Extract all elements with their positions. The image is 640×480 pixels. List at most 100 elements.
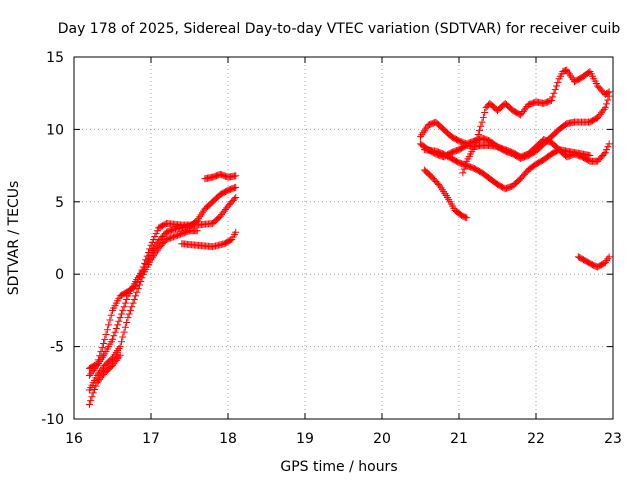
- data-point: [547, 96, 555, 104]
- x-tick-label: 18: [219, 431, 237, 447]
- x-tick-label: 17: [142, 431, 160, 447]
- series-track4: [85, 351, 124, 409]
- data-point: [553, 82, 561, 90]
- data-point: [134, 285, 142, 293]
- data-point: [601, 149, 609, 157]
- y-tick-label: 5: [55, 195, 64, 211]
- data-point: [138, 274, 146, 282]
- data-point: [551, 86, 559, 94]
- data-point: [121, 299, 129, 307]
- data-point: [129, 299, 137, 307]
- data-point: [133, 288, 141, 296]
- data-point: [600, 105, 608, 113]
- data-point: [478, 118, 486, 126]
- data-point: [550, 89, 558, 97]
- data-point: [549, 93, 557, 101]
- data-point: [230, 195, 238, 203]
- series-track12: [574, 253, 613, 271]
- data-point: [115, 353, 123, 361]
- data-point: [459, 169, 467, 177]
- data-point: [463, 214, 471, 222]
- data-point: [600, 150, 608, 158]
- y-tick-labels: -10 -5 0 5 10 15: [41, 50, 64, 428]
- axis-ticks: [73, 56, 614, 420]
- data-point: [117, 338, 125, 346]
- data-point: [603, 146, 611, 154]
- data-point: [92, 363, 100, 371]
- data-point: [123, 296, 131, 304]
- data-point: [100, 339, 108, 347]
- data-point: [132, 292, 140, 300]
- data-point: [604, 143, 612, 151]
- data-point: [232, 172, 240, 180]
- x-tick-label: 20: [373, 431, 391, 447]
- grid: [74, 57, 613, 419]
- data-point: [470, 143, 478, 151]
- data-point: [105, 321, 113, 329]
- series-track10: [420, 166, 471, 222]
- x-axis-label: GPS time / hours: [280, 459, 397, 475]
- x-tick-label: 22: [527, 431, 545, 447]
- data-point: [112, 325, 120, 332]
- data-point: [106, 316, 114, 324]
- data-point: [85, 401, 93, 409]
- chart-title: Day 178 of 2025, Sidereal Day-to-day VTE…: [58, 21, 621, 37]
- x-tick-label: 16: [65, 431, 83, 447]
- data-point: [102, 331, 110, 339]
- data-point: [604, 89, 612, 97]
- data-point: [103, 326, 111, 334]
- series-track11: [459, 66, 613, 177]
- series-track9: [420, 146, 594, 193]
- data-point: [460, 165, 468, 173]
- data-point: [125, 310, 133, 318]
- data-point: [605, 253, 613, 261]
- data-point: [604, 96, 612, 104]
- data-point: [603, 100, 611, 108]
- data-point: [150, 235, 158, 243]
- data-point: [120, 328, 128, 336]
- data-point: [232, 193, 240, 201]
- data-point: [120, 303, 128, 311]
- data-point: [193, 227, 201, 235]
- data-point: [477, 122, 485, 130]
- data-point: [98, 344, 106, 352]
- data-point: [130, 296, 138, 304]
- y-axis-label: SDTVAR / TECUs: [6, 181, 22, 296]
- data-point: [121, 323, 129, 331]
- data-point: [137, 277, 145, 285]
- data-point: [472, 139, 480, 147]
- data-point: [110, 332, 118, 340]
- data-point: [152, 230, 160, 238]
- data-point: [479, 113, 487, 121]
- data-point: [481, 109, 489, 117]
- data-point: [135, 281, 143, 289]
- y-tick-label: -10: [41, 412, 64, 428]
- data-point: [126, 306, 134, 314]
- x-tick-label: 23: [604, 431, 622, 447]
- x-tick-labels: 16 17 18 19 20 21 22 23: [65, 431, 622, 447]
- plot-frame: [73, 56, 614, 420]
- y-tick-label: 15: [46, 50, 64, 66]
- data-point: [474, 130, 482, 138]
- series-track6: [201, 170, 240, 183]
- data-point: [601, 104, 609, 112]
- data-point: [119, 306, 127, 314]
- x-tick-label: 21: [450, 431, 468, 447]
- data-point: [153, 227, 161, 235]
- data-point: [92, 382, 100, 390]
- data-point: [87, 397, 95, 405]
- x-tick-label: 19: [296, 431, 314, 447]
- series-track5: [178, 228, 240, 251]
- data-point: [116, 351, 124, 359]
- data-point: [124, 314, 132, 322]
- data-point: [151, 233, 159, 241]
- data-point: [114, 321, 122, 329]
- data-point: [111, 328, 119, 336]
- data-point: [101, 335, 109, 343]
- data-point: [119, 333, 127, 341]
- data-point: [476, 126, 484, 134]
- data-point: [88, 393, 96, 401]
- data-point: [461, 161, 469, 169]
